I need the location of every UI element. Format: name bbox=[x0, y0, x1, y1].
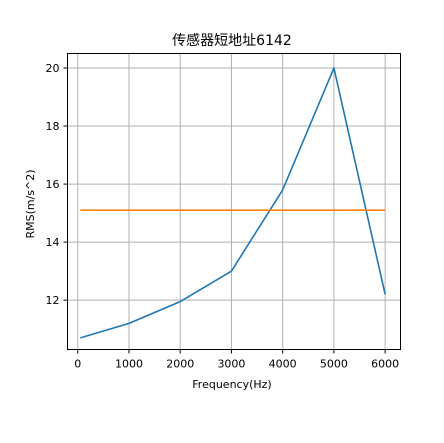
y-tick-label: 18 bbox=[46, 120, 60, 133]
y-axis-ticks: 12 14 16 18 20 bbox=[46, 62, 68, 307]
y-tick-label: 16 bbox=[46, 178, 60, 191]
x-axis-ticks: 0 1000 2000 3000 4000 5000 6000 bbox=[74, 349, 399, 371]
x-tick-label: 3000 bbox=[217, 358, 245, 371]
y-tick-label: 20 bbox=[46, 62, 60, 75]
x-tick-label: 5000 bbox=[320, 358, 348, 371]
y-tick-label: 14 bbox=[46, 236, 60, 249]
grid bbox=[67, 53, 401, 350]
y-tick-label: 12 bbox=[46, 294, 60, 307]
x-tick-label: 6000 bbox=[371, 358, 399, 371]
series-line-1 bbox=[80, 67, 386, 339]
x-tick-label: 1000 bbox=[115, 358, 143, 371]
chart-title: 传感器短地址6142 bbox=[172, 32, 292, 49]
x-tick-label: 4000 bbox=[269, 358, 297, 371]
x-axis-label: Frequency(Hz) bbox=[192, 378, 271, 391]
series-layer bbox=[80, 67, 386, 339]
y-axis-label: RMS(m/s^2) bbox=[24, 169, 37, 238]
plot-frame bbox=[67, 53, 401, 350]
x-tick-label: 0 bbox=[74, 358, 81, 371]
x-tick-label: 2000 bbox=[166, 358, 194, 371]
